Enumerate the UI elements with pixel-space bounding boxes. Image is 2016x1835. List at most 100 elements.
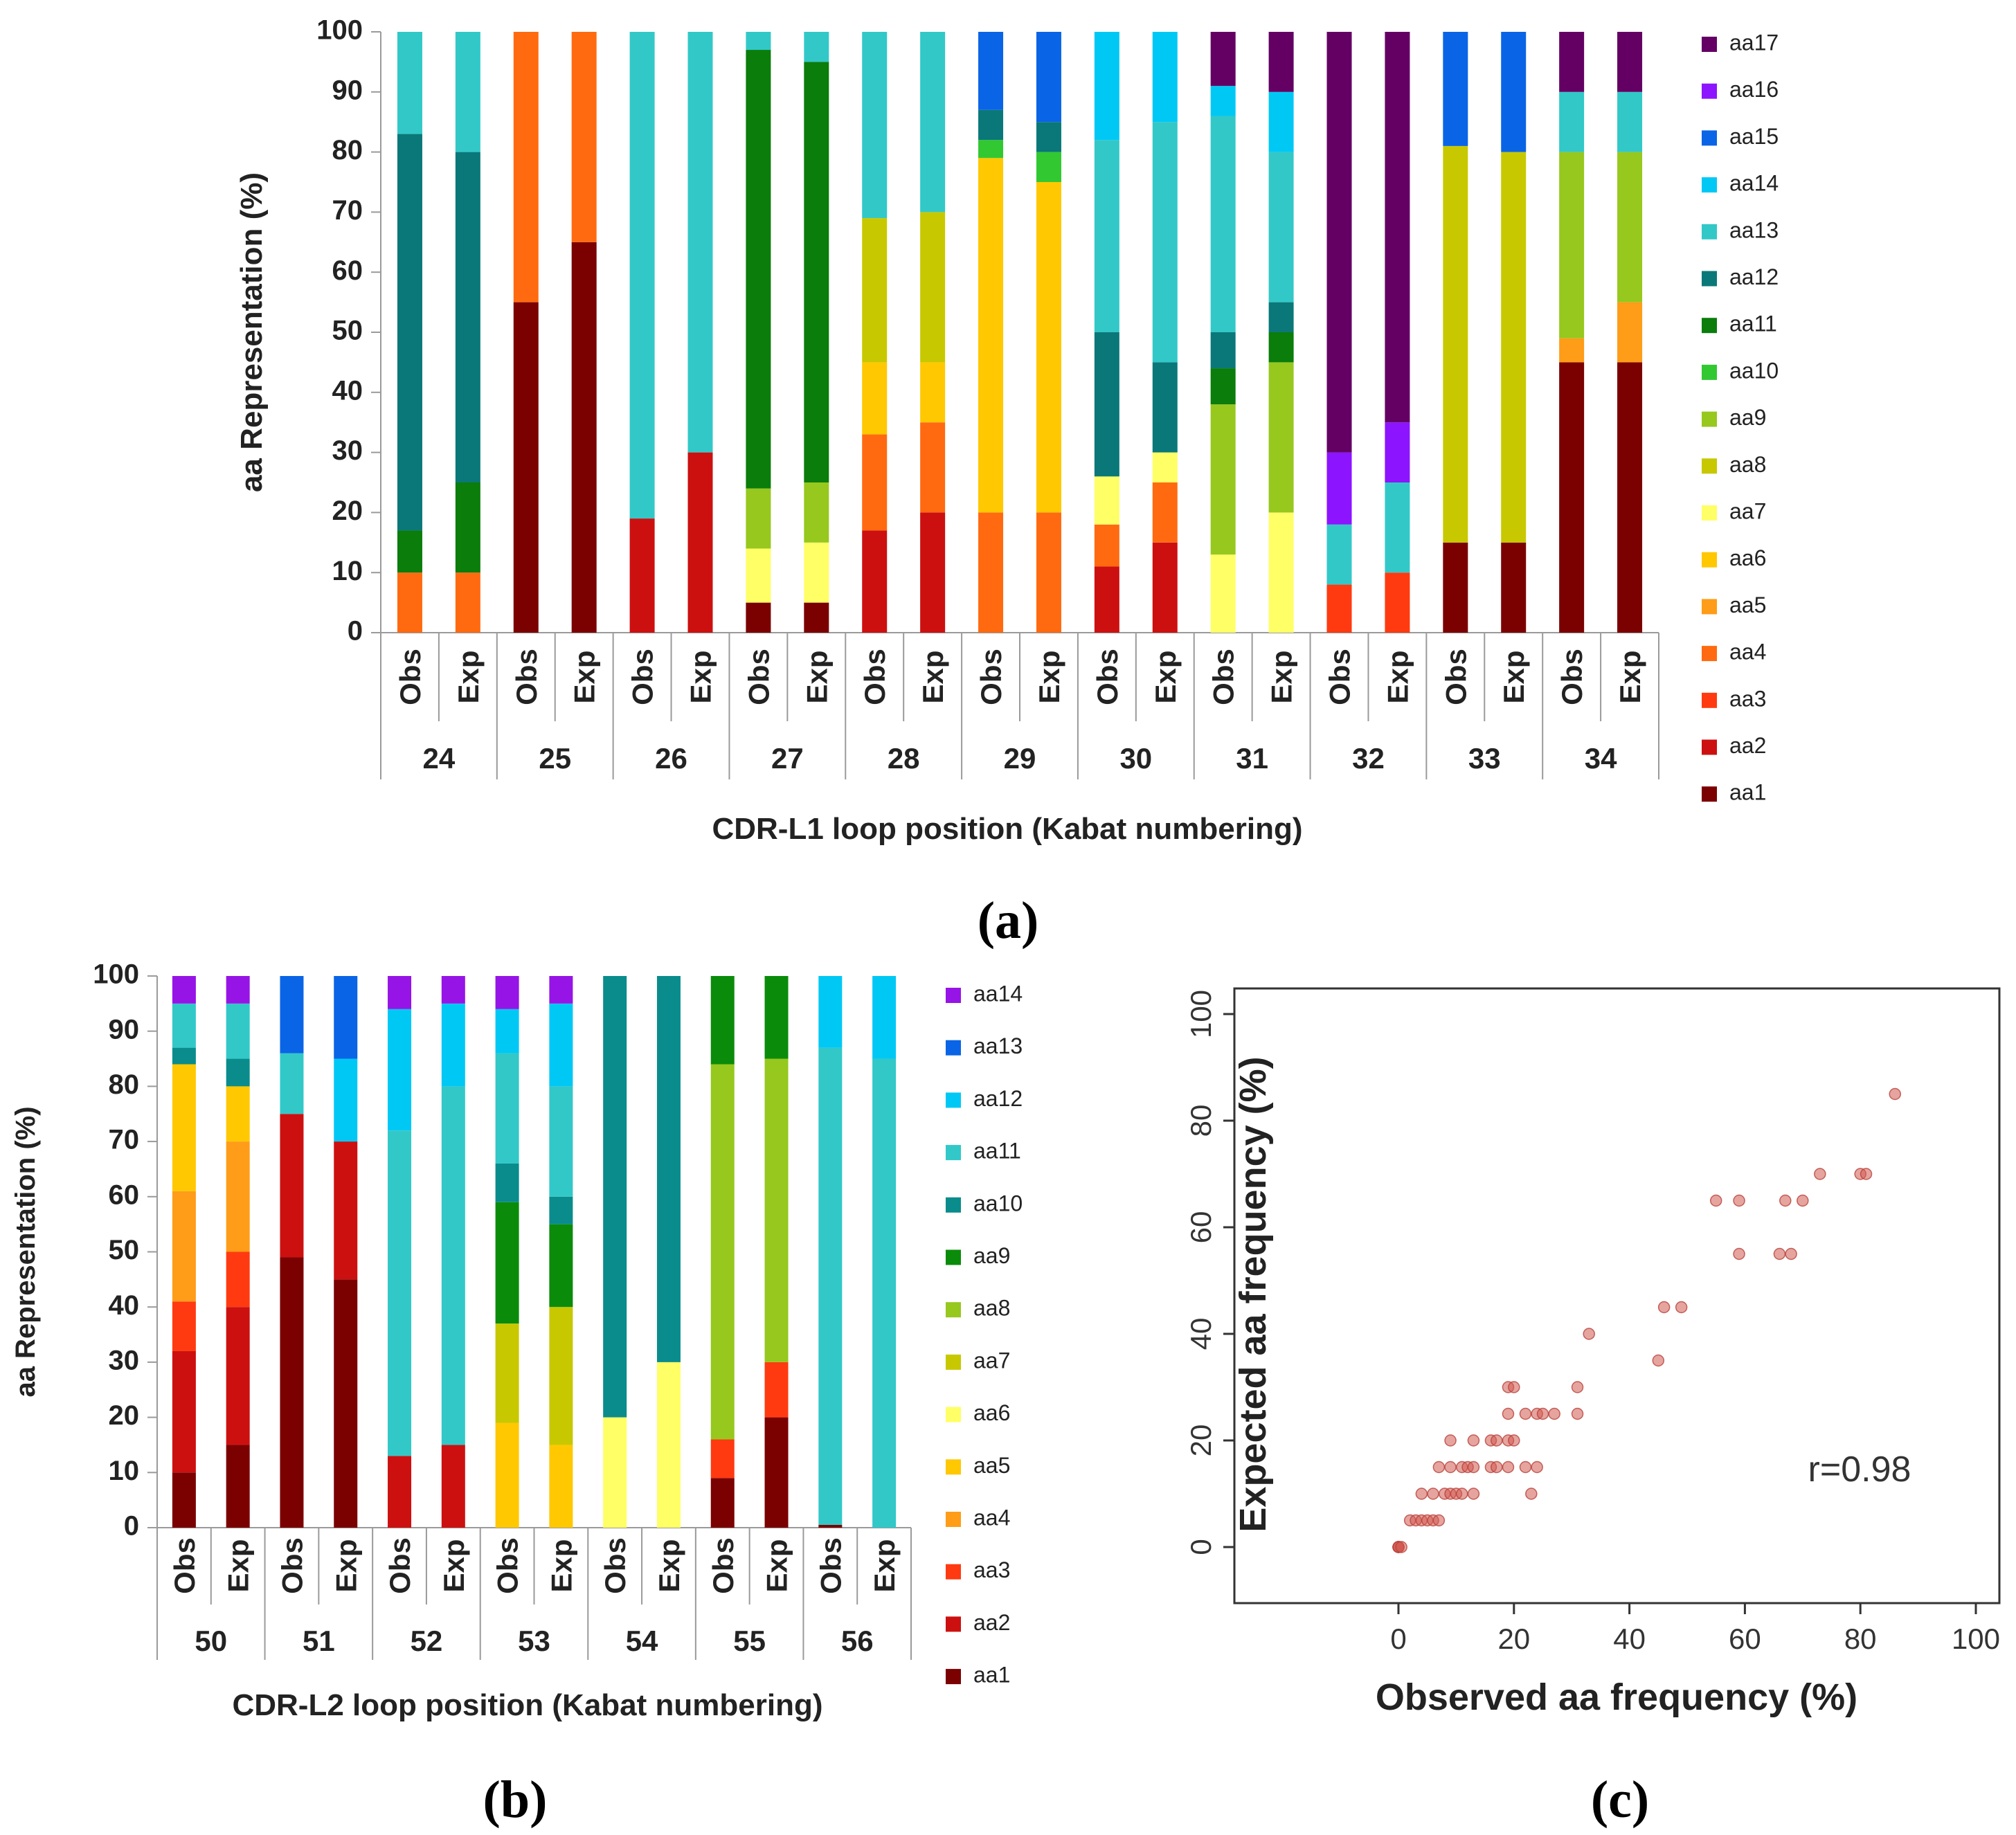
legend-swatch-aa12	[946, 1092, 961, 1108]
bar-segment-33-obs-aa15	[1443, 32, 1468, 146]
scatter-point	[1395, 1541, 1407, 1553]
category-label-exp: Exp	[685, 650, 717, 703]
bar-segment-34-obs-aa5	[1559, 338, 1585, 363]
legend-swatch-aa14	[1702, 177, 1717, 193]
bar-segment-32-exp-aa13	[1385, 482, 1410, 573]
legend-label-aa15: aa15	[1729, 124, 1779, 149]
scatter-point	[1779, 1194, 1792, 1207]
bar-segment-32-exp-aa3	[1385, 572, 1410, 633]
legend-label-aa13: aa13	[973, 1033, 1023, 1058]
legend-swatch-aa11	[946, 1145, 961, 1161]
bar-segment-29-obs-aa10	[978, 140, 1004, 159]
bar-segment-32-obs-aa17	[1326, 32, 1352, 453]
legend-label-aa11: aa11	[973, 1139, 1021, 1164]
legend-label-aa12: aa12	[973, 1086, 1023, 1111]
bar-segment-28-obs-aa13	[862, 32, 888, 219]
position-label-28: 28	[888, 742, 920, 775]
bar-segment-50-exp-aa3	[226, 1251, 250, 1308]
bar-segment-55-obs-aa3	[710, 1439, 735, 1479]
category-label-exp: Exp	[800, 650, 833, 703]
category-label-obs: Obs	[707, 1537, 739, 1594]
legend-swatch-aa2	[1702, 739, 1717, 755]
scatter-point	[1508, 1434, 1520, 1447]
position-label-51: 51	[303, 1625, 335, 1657]
category-label-exp: Exp	[330, 1539, 362, 1592]
bar-segment-27-obs-aa9	[746, 488, 771, 549]
bar-segment-51-exp-aa2	[334, 1141, 358, 1280]
bar-segment-32-obs-aa13	[1326, 524, 1352, 585]
bar-segment-28-exp-aa8	[920, 212, 946, 363]
bar-segment-53-exp-aa5	[549, 1445, 573, 1528]
y-tick-label: 50	[332, 316, 363, 346]
legend-label-aa5: aa5	[1729, 593, 1766, 617]
legend-swatch-aa10	[946, 1197, 961, 1213]
y-tick-label: 80	[1185, 1105, 1217, 1137]
bar-segment-30-obs-aa2	[1094, 566, 1119, 633]
scatter-point	[1467, 1434, 1480, 1447]
bar-segment-56-obs-aa11	[818, 1047, 843, 1526]
legend-label-aa3: aa3	[973, 1557, 1010, 1582]
bar-segment-30-exp-aa13	[1152, 122, 1178, 363]
legend-swatch-aa6	[946, 1407, 961, 1422]
bar-segment-56-exp-aa12	[872, 976, 897, 1059]
category-label-exp: Exp	[653, 1539, 685, 1592]
position-label-33: 33	[1468, 742, 1501, 775]
y-tick-label: 100	[1185, 990, 1217, 1038]
bar-segment-31-exp-aa12	[1268, 302, 1294, 332]
legend-label-aa14: aa14	[973, 981, 1023, 1006]
y-tick-label: 20	[1185, 1425, 1217, 1457]
legend-label-aa8: aa8	[973, 1296, 1010, 1321]
bar-segment-31-exp-aa11	[1268, 332, 1294, 363]
scatter-point	[1455, 1488, 1468, 1500]
bar-segment-31-exp-aa13	[1268, 152, 1294, 302]
category-label-obs: Obs	[394, 649, 426, 705]
bar-segment-30-obs-aa13	[1094, 140, 1119, 333]
y-tick-label: 90	[109, 1014, 140, 1045]
bar-segment-31-exp-aa7	[1268, 512, 1294, 633]
bar-segment-53-obs-aa5	[495, 1422, 519, 1528]
x-axis-title: CDR-L1 loop position (Kabat numbering)	[712, 812, 1302, 846]
scatter-point	[1583, 1328, 1595, 1340]
scatter-point	[1652, 1354, 1665, 1367]
bar-segment-30-exp-aa7	[1152, 452, 1178, 482]
bar-segment-53-obs-aa7	[495, 1323, 519, 1423]
category-label-obs: Obs	[168, 1537, 201, 1594]
scatter-point	[1657, 1301, 1671, 1314]
bar-segment-24-exp-aa4	[455, 572, 480, 633]
bar-segment-50-exp-aa1	[226, 1445, 250, 1528]
bar-segment-54-obs-aa6	[603, 1417, 627, 1528]
bar-segment-29-exp-aa15	[1036, 32, 1061, 123]
y-tick-label: 100	[93, 959, 139, 990]
bar-segment-50-obs-aa2	[172, 1350, 196, 1473]
bar-segment-29-obs-aa15	[978, 32, 1004, 110]
category-label-exp: Exp	[1381, 650, 1414, 703]
category-label-obs: Obs	[599, 1537, 631, 1594]
bar-segment-32-obs-aa3	[1326, 584, 1352, 633]
bar-segment-50-exp-aa5	[226, 1086, 250, 1142]
bar-segment-32-exp-aa16	[1385, 422, 1410, 482]
category-label-obs: Obs	[742, 649, 775, 705]
legend-label-aa3: aa3	[1729, 686, 1766, 711]
bar-segment-27-exp-aa9	[804, 482, 829, 543]
legend-swatch-aa16	[1702, 83, 1717, 99]
bar-segment-50-obs-aa1	[172, 1472, 196, 1528]
position-label-54: 54	[626, 1625, 658, 1657]
bar-segment-50-obs-aa14	[172, 976, 196, 1004]
legend-swatch-aa7	[946, 1354, 961, 1370]
scatter-point	[1709, 1194, 1722, 1207]
category-label-exp: Exp	[568, 650, 601, 703]
bar-segment-33-exp-aa15	[1501, 32, 1527, 152]
bar-segment-30-obs-aa4	[1094, 524, 1119, 567]
x-axis-title: Observed aa frequency (%)	[1376, 1676, 1857, 1718]
y-tick-label: 80	[109, 1069, 140, 1100]
legend-swatch-aa4	[946, 1512, 961, 1527]
bar-segment-50-exp-aa11	[226, 1003, 250, 1059]
category-label-exp: Exp	[222, 1539, 255, 1592]
plot-frame	[1233, 987, 2001, 1605]
bar-segment-53-exp-aa11	[549, 1086, 573, 1197]
bar-segment-29-exp-aa6	[1036, 182, 1061, 513]
bar-segment-51-obs-aa13	[280, 976, 304, 1054]
y-axis-title: aa Representation (%)	[235, 172, 269, 492]
scatter-point	[1444, 1434, 1457, 1447]
bar-segment-53-exp-aa7	[549, 1307, 573, 1445]
